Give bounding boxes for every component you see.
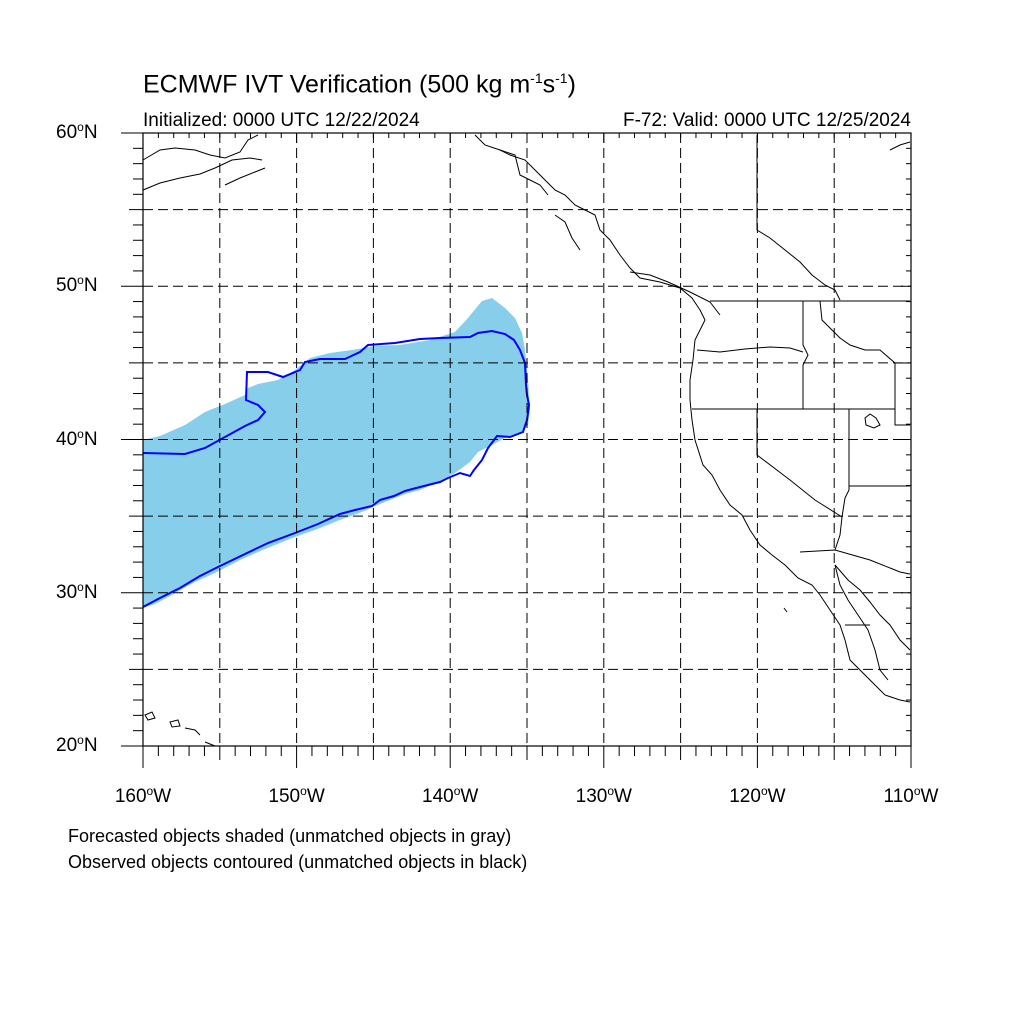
valid-time: F-72: Valid: 0000 UTC 12/25/2024 <box>623 110 911 131</box>
lat-label: 40oN <box>56 426 98 450</box>
lon-label: 110oW <box>883 784 939 807</box>
map-title: ECMWF IVT Verification (500 kg m-1s-1) <box>143 70 576 99</box>
lon-label: 130oW <box>575 784 632 807</box>
axis-ticks <box>121 132 912 768</box>
lat-label: 20oN <box>56 733 98 756</box>
lon-label: 140oW <box>422 784 479 807</box>
caption-forecast: Forecasted objects shaded (unmatched obj… <box>68 826 512 846</box>
lon-label: 160oW <box>114 784 172 807</box>
caption-observed: Observed objects contoured (unmatched ob… <box>68 852 528 872</box>
lat-label: 50oN <box>56 273 98 297</box>
graticule <box>143 133 911 746</box>
forecast-object <box>143 298 530 608</box>
lat-label: 60oN <box>56 120 98 143</box>
political-boundaries <box>692 135 911 626</box>
lat-label: 30oN <box>56 579 98 603</box>
coastlines <box>142 134 911 747</box>
lon-label: 150oW <box>268 784 325 807</box>
initialized-time: Initialized: 0000 UTC 12/22/2024 <box>143 110 420 131</box>
lon-label: 120oW <box>729 784 786 807</box>
